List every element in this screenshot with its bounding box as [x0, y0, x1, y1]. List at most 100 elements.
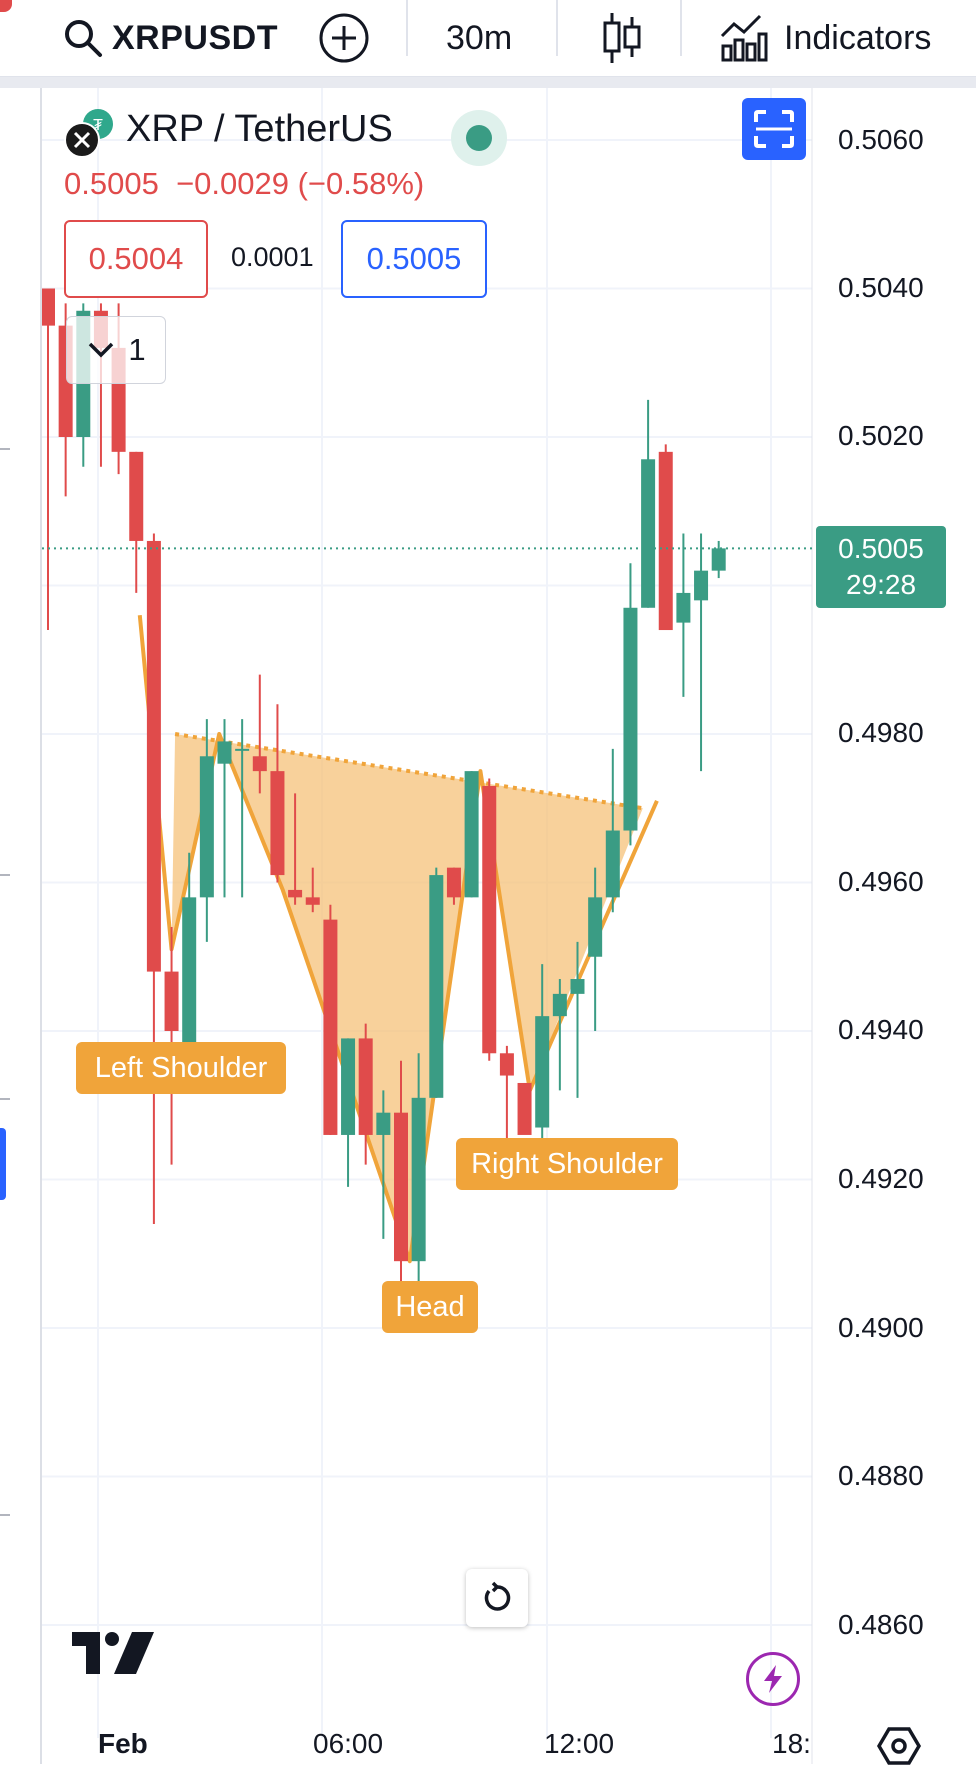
- price-axis-label: 0.4880: [838, 1460, 924, 1491]
- candlestick-chart[interactable]: [42, 88, 976, 1764]
- candle-body: [341, 1038, 356, 1135]
- indicator-count: 1: [128, 332, 146, 367]
- fullscreen-button[interactable]: [742, 98, 806, 160]
- candle-body: [146, 540, 161, 972]
- candles-icon: [603, 13, 641, 63]
- candle-body: [358, 1038, 373, 1135]
- panel-tick: [0, 448, 10, 450]
- candle-body: [517, 1082, 532, 1135]
- symbol-search-button[interactable]: XRPUSDT: [62, 0, 278, 76]
- quick-trade-button[interactable]: [746, 1652, 800, 1706]
- toolbar-shadow: [0, 77, 976, 88]
- pattern-fill-area: [171, 734, 643, 1262]
- price-axis-label: 0.5020: [838, 420, 924, 451]
- head-label[interactable]: Head: [382, 1281, 478, 1333]
- time-axis-label: 06:00: [313, 1728, 384, 1759]
- candle-body: [588, 897, 603, 957]
- candle-body: [411, 1097, 426, 1262]
- candle-body: [446, 867, 461, 898]
- price-axis-label: 0.4900: [838, 1312, 924, 1343]
- candle-body: [429, 875, 444, 1098]
- price-change-percent: (−0.58%): [297, 166, 425, 201]
- candle-body: [535, 1016, 550, 1128]
- top-toolbar: XRPUSDT 30m Indicators: [0, 0, 976, 77]
- panel-tick: [0, 1098, 10, 1100]
- chart-area[interactable]: [42, 88, 976, 1764]
- panel-tick: [0, 1514, 10, 1516]
- legend-collapse-button[interactable]: 1: [66, 316, 166, 384]
- tradingview-logo-icon: [72, 1632, 154, 1674]
- candle-body: [323, 919, 338, 1135]
- right-shoulder-label[interactable]: Right Shoulder: [456, 1138, 678, 1190]
- bar-countdown: 29:28: [845, 569, 917, 600]
- time-axis-label: 12:00: [544, 1728, 615, 1759]
- interval-button[interactable]: 30m: [446, 0, 512, 76]
- time-axis-label: 18:: [772, 1728, 811, 1759]
- candle-body: [199, 756, 214, 898]
- candle-body: [270, 771, 285, 876]
- candle-body: [376, 1112, 391, 1135]
- compare-button[interactable]: [318, 0, 370, 76]
- candle-body: [217, 741, 232, 764]
- price-axis-label: 0.5060: [838, 124, 924, 155]
- candle-body: [252, 756, 267, 772]
- candle-body: [570, 979, 585, 994]
- price-axis-label: 0.5040: [838, 272, 924, 303]
- candle-body: [676, 592, 691, 623]
- current-price-tag: 0.5005 29:28: [816, 526, 946, 608]
- interval-label: 30m: [446, 18, 513, 57]
- buy-button[interactable]: 0.5005: [341, 220, 487, 298]
- last-price: 0.5005: [64, 166, 159, 201]
- candle-body: [658, 451, 673, 631]
- reset-chart-button[interactable]: [466, 1569, 528, 1627]
- candle-body: [552, 993, 567, 1017]
- symbol-label: XRPUSDT: [112, 18, 278, 57]
- left-shoulder-label[interactable]: Left Shoulder: [76, 1042, 286, 1094]
- toolbar-divider: [680, 0, 682, 56]
- candle-body: [499, 1053, 514, 1076]
- market-status-indicator[interactable]: [451, 110, 507, 166]
- symbol-title[interactable]: XRP / TetherUS: [126, 108, 393, 150]
- neckline: [174, 732, 644, 811]
- settings-icon[interactable]: [877, 1726, 921, 1766]
- legend-price-line: 0.5005 −0.0029 (−0.58%): [64, 166, 424, 202]
- spread-value: 0.0001: [231, 242, 314, 272]
- chart-type-button[interactable]: [600, 0, 644, 76]
- svg-text:₮: ₮: [93, 117, 103, 134]
- price-change: −0.0029: [176, 166, 289, 201]
- candle-body: [394, 1112, 408, 1262]
- price-axis-label: 0.4940: [838, 1014, 924, 1045]
- toolbar-divider: [406, 0, 408, 56]
- candle-body: [623, 607, 638, 831]
- indicators-icon: [720, 14, 768, 62]
- candle-body: [711, 548, 726, 571]
- drawing-toolbar: [0, 88, 42, 1764]
- add-compare-icon: [319, 13, 369, 63]
- toolbar-divider: [556, 0, 558, 56]
- candle-body: [694, 570, 709, 601]
- candle-body: [464, 771, 479, 898]
- candle-body: [42, 288, 55, 326]
- panel-tick: [0, 874, 10, 876]
- fullscreen-icon: [754, 110, 794, 148]
- price-axis-label: 0.4920: [838, 1163, 924, 1194]
- sell-button[interactable]: 0.5004: [64, 220, 208, 298]
- time-axis-label: Feb: [98, 1728, 148, 1759]
- candle-body: [182, 897, 197, 1046]
- candle-body: [605, 830, 620, 898]
- candle-body: [482, 785, 497, 1054]
- indicators-button[interactable]: Indicators: [720, 0, 931, 76]
- indicators-label: Indicators: [784, 18, 932, 57]
- drawing-toolbar-toggle[interactable]: [0, 1128, 6, 1200]
- reset-icon: [484, 1581, 511, 1611]
- market-open-dot: [466, 125, 492, 151]
- notification-badge: [0, 0, 12, 12]
- price-axis-label: 0.4980: [838, 717, 924, 748]
- candle-body: [235, 748, 250, 751]
- search-icon: [65, 20, 102, 57]
- current-price-value: 0.5005: [838, 533, 924, 564]
- candle-body: [129, 451, 144, 541]
- price-axis-label: 0.4860: [838, 1609, 924, 1640]
- xrp-logo-icon: ₮: [64, 109, 113, 158]
- candle-body: [641, 459, 656, 608]
